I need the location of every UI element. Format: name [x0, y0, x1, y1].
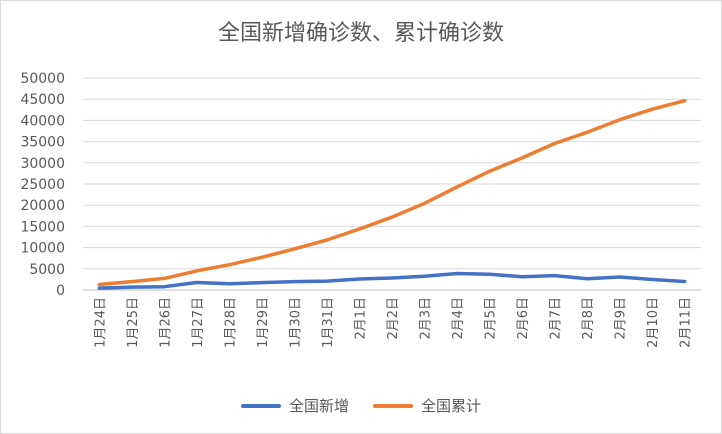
y-tick-label: 10000	[20, 241, 65, 257]
y-tick-label: 5000	[29, 262, 65, 278]
x-tick-label: 1月29日	[256, 297, 271, 348]
y-tick-label: 50000	[20, 71, 65, 87]
y-tick-label: 35000	[20, 135, 65, 151]
x-tick-label: 1月24日	[93, 297, 108, 348]
series-line-1	[97, 98, 687, 287]
x-tick-label: 1月26日	[158, 297, 173, 348]
legend-label-cumulative: 全国累计	[421, 397, 482, 415]
chart-title: 全国新增确诊数、累计确诊数	[217, 21, 504, 46]
x-tick-label: 2月2日	[386, 297, 401, 340]
y-tick-label: 0	[56, 283, 65, 299]
x-tick-label: 2月4日	[451, 297, 466, 340]
x-tick-label: 2月9日	[614, 297, 629, 340]
series-line-0	[97, 271, 687, 290]
y-tick-label: 45000	[20, 92, 65, 108]
y-tick-label: 25000	[20, 177, 65, 193]
y-tick-label: 40000	[20, 113, 65, 129]
x-tick-label: 2月7日	[549, 297, 564, 340]
x-tick-label: 2月3日	[419, 297, 434, 340]
chart-legend: 全国新增 全国累计	[1, 395, 721, 416]
x-tick-label: 1月25日	[126, 297, 141, 348]
x-tick-label: 2月6日	[516, 297, 531, 340]
x-tick-label: 2月10日	[646, 297, 661, 348]
legend-swatch-new	[240, 403, 281, 408]
x-tick-label: 1月31日	[321, 297, 336, 348]
legend-item-cumulative: 全国累计	[373, 395, 481, 416]
y-tick-label: 20000	[20, 198, 65, 214]
legend-swatch-cumulative	[373, 403, 413, 408]
x-tick-label: 1月28日	[223, 297, 238, 348]
x-tick-label: 2月8日	[581, 297, 596, 340]
x-tick-label: 2月1日	[353, 297, 368, 340]
x-tick-label: 1月30日	[288, 297, 303, 348]
x-tick-label: 2月5日	[484, 297, 499, 340]
x-tick-label: 2月11日	[679, 297, 694, 348]
x-tick-label: 1月27日	[191, 297, 206, 348]
y-tick-label: 30000	[20, 156, 65, 172]
y-tick-label: 15000	[20, 219, 65, 235]
legend-item-new: 全国新增	[240, 395, 349, 416]
legend-label-new: 全国新增	[288, 397, 349, 415]
